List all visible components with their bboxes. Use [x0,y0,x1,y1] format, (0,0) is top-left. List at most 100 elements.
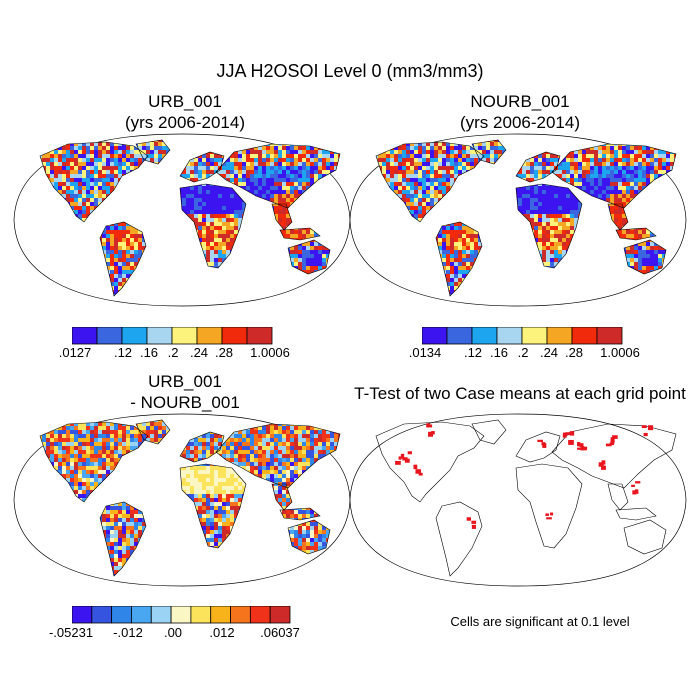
coastline-europe [179,151,225,183]
panel-title-line2: (yrs 2006-2014) [459,113,580,132]
coastline-australia [623,239,667,275]
coastline-indonesia [279,227,321,241]
colorbar-tick-label: -.05231 [48,625,94,640]
coastline-greenland [135,139,171,165]
significant-cell [577,447,582,450]
coastline-greenland [471,139,507,165]
colorbar-box [150,606,172,624]
colorbar-box [249,606,271,624]
colorbar-nourb [422,327,623,345]
significant-cell [413,464,418,470]
map-diff [13,413,351,587]
colorbar-tick-label: .0127 [58,345,92,360]
colorbar-box [210,606,231,624]
coastline-africa [179,463,247,549]
significant-cell [545,513,549,516]
colorbar-tick-label: .00 [163,625,183,640]
significant-cell [580,445,585,451]
coastline-northAmerica [39,141,149,223]
significant-cell [634,489,639,494]
colorbar-tick-label: .0134 [408,345,442,360]
colorbar-box [422,327,448,345]
colorbar-box [121,327,148,345]
colorbar-tick-label: 1.0006 [250,345,290,360]
colorbar-tick-label: .12 [463,345,483,360]
colorbar-box [72,327,98,345]
coastline-indochina [271,483,293,511]
significant-cell [565,432,571,436]
significant-cell [395,460,401,465]
colorbar-tick-label: .28 [564,345,584,360]
colorbar-box [596,327,623,345]
coastline-europe [515,151,561,183]
significant-cell [601,460,606,465]
colorbar-tick-label: -.012 [113,625,143,640]
significant-cell [631,484,636,487]
significant-cell [542,443,547,448]
coastline-southAmerica [99,501,147,577]
colorbar-box [146,327,173,345]
coastline-indonesia [279,507,321,521]
significant-cell [579,443,584,447]
significant-cell [415,469,421,474]
coastline-europe [179,431,225,463]
significant-cell [426,424,433,428]
coastline-southAmerica [435,501,483,577]
significant-cell [562,432,567,438]
significant-cell [609,442,614,446]
colorbar-diff [72,606,291,624]
colorbar-box [446,327,473,345]
significant-cell [598,462,604,467]
significant-cell [418,472,423,476]
colorbar-tick-label: .2 [167,345,179,360]
panel-title-line1: URB_001 [148,372,222,391]
coastline-africa [515,183,583,269]
significant-cell [398,456,402,460]
panel-title-line1: URB_001 [148,92,222,111]
colorbar-box [196,327,223,345]
significant-cell [537,439,544,443]
significant-cell [568,439,574,445]
colorbar-tick-label: .24 [539,345,559,360]
significant-cell [549,512,554,516]
coastline-africa [515,463,583,549]
colorbar-box [471,327,498,345]
map-nourb [349,133,687,307]
coastline-indochina [607,483,629,511]
colorbar-box [171,327,198,345]
panel-title-diff: URB_001 - NOURB_001 [60,371,310,413]
colorbar-urb [72,327,273,345]
significant-cell [643,432,648,437]
panel-title-ttest: T-Test of two Case means at each grid po… [340,383,700,404]
colorbar-box [111,606,132,624]
significant-cell [569,431,575,436]
coastline-australia [287,519,331,555]
colorbar-tick-label: .12 [113,345,133,360]
colorbar-tick-label: 1.0006 [600,345,640,360]
panel-title-line2: - NOURB_001 [130,393,240,412]
coastline-europe [515,431,561,463]
coastline-indonesia [615,507,657,521]
panel-title-line2: (yrs 2006-2014) [124,113,245,132]
colorbar-box [91,606,113,624]
significant-cell [647,425,654,431]
significant-cell [641,425,647,429]
significant-cell [400,453,405,459]
significant-cell [610,438,615,444]
panel-title-line1: NOURB_001 [470,92,570,111]
colorbar-tick-label: .012 [209,625,235,640]
panel-title-nourb: NOURB_001 (yrs 2006-2014) [395,91,645,133]
significant-cell [402,457,408,461]
map-ttest [349,413,687,587]
significant-cell [605,443,612,447]
colorbar-box [246,327,273,345]
colorbar-box [170,606,192,624]
colorbar-tick-label: .2 [517,345,529,360]
significant-cell [601,465,606,470]
significant-cell [632,490,637,495]
coastline-indonesia [615,227,657,241]
significant-cell [431,431,435,435]
colorbar-tick-label: .28 [214,345,234,360]
significant-cell [466,517,471,521]
colorbar-box [221,327,248,345]
